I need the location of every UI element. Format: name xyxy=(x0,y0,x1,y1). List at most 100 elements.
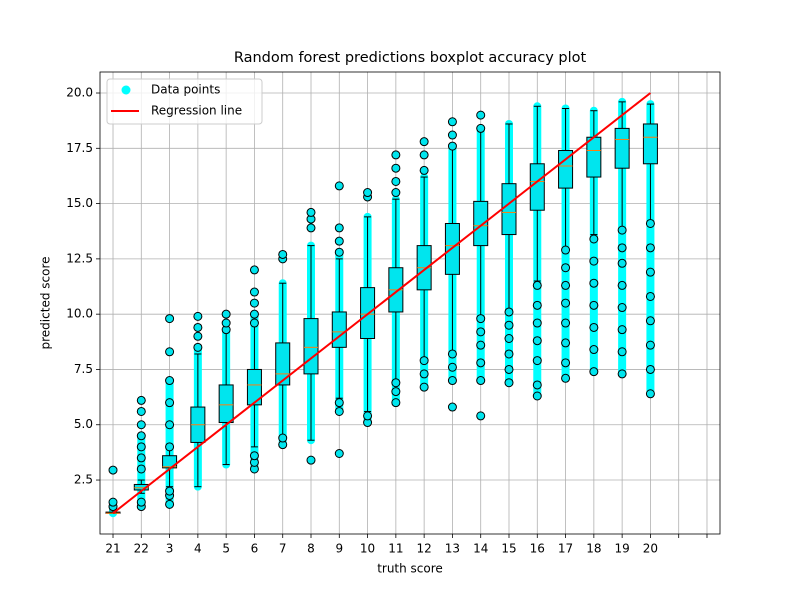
outlier xyxy=(476,110,486,120)
outlier xyxy=(391,387,401,397)
x-tick-label: 12 xyxy=(417,542,432,556)
plot-frame xyxy=(99,71,721,535)
outlier xyxy=(589,234,599,244)
outlier xyxy=(645,243,655,253)
regression-line xyxy=(112,92,652,514)
outlier xyxy=(645,316,655,326)
outlier xyxy=(306,207,316,217)
outlier xyxy=(561,298,571,308)
outlier xyxy=(136,431,146,441)
outlier xyxy=(419,137,429,147)
outlier xyxy=(221,309,231,319)
outlier xyxy=(391,163,401,173)
outlier xyxy=(504,364,514,374)
outlier xyxy=(165,420,175,430)
y-tick-label: 5.0 xyxy=(74,417,93,431)
x-tick-label: 8 xyxy=(307,542,315,556)
y-tick-label: 10.0 xyxy=(66,307,93,321)
x-tick-label: 9 xyxy=(335,542,343,556)
outlier xyxy=(589,322,599,332)
outlier xyxy=(617,225,627,235)
outlier xyxy=(391,188,401,198)
box xyxy=(218,384,234,424)
outlier xyxy=(589,256,599,266)
legend-label: Regression line xyxy=(151,104,242,118)
outlier xyxy=(419,369,429,379)
chart-title: Random forest predictions boxplot accura… xyxy=(234,50,587,66)
outlier xyxy=(278,433,288,443)
outlier xyxy=(334,223,344,233)
x-tick-label: 14 xyxy=(473,542,488,556)
x-tick-label: 6 xyxy=(251,542,259,556)
outlier xyxy=(165,347,175,357)
outlier xyxy=(447,141,457,151)
y-tick-label: 7.5 xyxy=(74,362,93,376)
outlier xyxy=(476,123,486,133)
outlier xyxy=(391,398,401,408)
box xyxy=(246,368,262,406)
outlier xyxy=(108,497,118,507)
outlier xyxy=(561,245,571,255)
outlier xyxy=(645,340,655,350)
outlier xyxy=(165,499,175,509)
outlier xyxy=(108,465,118,475)
outlier xyxy=(589,367,599,377)
outlier xyxy=(193,311,203,321)
x-tick-label: 19 xyxy=(614,542,629,556)
outlier xyxy=(136,420,146,430)
outlier xyxy=(504,349,514,359)
x-tick-label: 22 xyxy=(134,542,149,556)
outlier xyxy=(334,406,344,416)
y-tick-label: 2.5 xyxy=(74,473,93,487)
outlier xyxy=(532,300,542,310)
box xyxy=(303,318,319,375)
outlier xyxy=(193,331,203,341)
outlier xyxy=(165,376,175,386)
outlier xyxy=(391,150,401,160)
outlier xyxy=(334,181,344,191)
outlier xyxy=(504,333,514,343)
outlier xyxy=(532,356,542,366)
outlier xyxy=(617,369,627,379)
x-tick-label: 3 xyxy=(166,542,174,556)
x-tick-label: 20 xyxy=(643,542,658,556)
outlier xyxy=(165,314,175,324)
outlier xyxy=(334,398,344,408)
outlier xyxy=(532,391,542,401)
outlier xyxy=(476,358,486,368)
outlier xyxy=(645,267,655,277)
outlier xyxy=(645,218,655,228)
box xyxy=(586,136,602,178)
outlier xyxy=(589,345,599,355)
outlier xyxy=(136,464,146,474)
box xyxy=(614,127,630,169)
outlier xyxy=(447,130,457,140)
outlier xyxy=(532,280,542,290)
x-tick-label: 10 xyxy=(360,542,375,556)
outlier xyxy=(306,455,316,465)
outlier xyxy=(165,398,175,408)
outlier xyxy=(334,247,344,257)
y-tick-label: 17.5 xyxy=(66,141,93,155)
outlier xyxy=(532,318,542,328)
box xyxy=(331,311,347,348)
outlier xyxy=(645,364,655,374)
y-tick-label: 20.0 xyxy=(66,86,93,100)
legend-box xyxy=(106,78,263,125)
outlier xyxy=(363,411,373,421)
outlier xyxy=(476,314,486,324)
box xyxy=(642,123,658,165)
box xyxy=(501,183,517,236)
outlier xyxy=(589,300,599,310)
x-tick-label: 13 xyxy=(445,542,460,556)
outlier xyxy=(561,318,571,328)
outlier xyxy=(391,176,401,186)
x-tick-label: 7 xyxy=(279,542,287,556)
box xyxy=(529,163,545,211)
outlier xyxy=(249,265,259,275)
outlier xyxy=(334,448,344,458)
outlier xyxy=(447,362,457,372)
outlier xyxy=(645,389,655,399)
outlier xyxy=(645,291,655,301)
